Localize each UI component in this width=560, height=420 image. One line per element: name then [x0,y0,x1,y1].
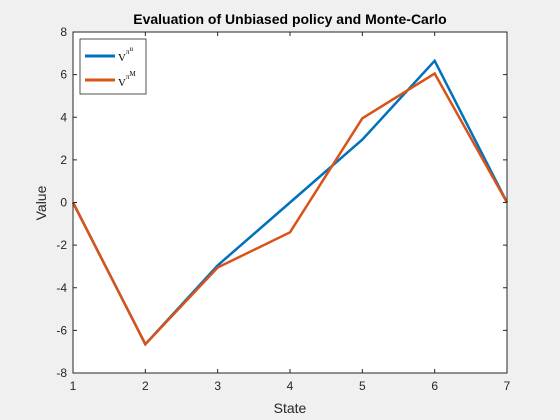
y-tick-label: 8 [60,25,67,39]
x-tick-label: 1 [70,379,77,393]
series-layer [71,58,509,347]
x-tick-label: 4 [287,379,294,393]
y-tick-label: -2 [56,238,67,252]
y-axis-label: Value [33,185,49,220]
legend-entry-2: VπM [118,70,137,89]
x-axis-label: State [274,400,307,416]
y-tick-label: 4 [60,110,67,124]
y-tick-label: 2 [60,153,67,167]
x-tick-label: 3 [214,379,221,393]
tick-layer: 1 2 3 4 5 6 7 -8 -6 -4 -2 0 2 4 6 8 [56,25,510,393]
x-tick-label: 6 [431,379,438,393]
y-tick-label: 0 [60,196,67,210]
series-line-2 [71,71,509,347]
legend-box [79,38,147,95]
x-tick-label: 7 [504,379,511,393]
y-tick-label: -6 [56,323,67,337]
y-tick-label: -8 [56,366,67,380]
legend: Vπu VπM [79,38,147,95]
y-tick-label: -4 [56,281,67,295]
legend-entry-1: Vπu [118,45,134,64]
chart-title: Evaluation of Unbiased policy and Monte-… [133,11,446,27]
y-tick-label: 6 [60,68,67,82]
x-tick-label: 2 [142,379,149,393]
x-tick-label: 5 [359,379,366,393]
